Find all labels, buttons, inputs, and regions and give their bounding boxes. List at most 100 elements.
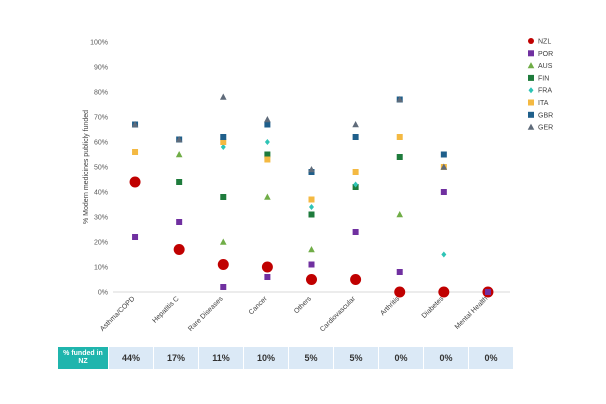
legend-item-nzl: NZL [528,38,551,46]
data-point [352,229,359,235]
data-point [394,286,406,298]
x-tick-label: Arthritis [379,295,401,317]
legend-item-gbr: GBR [528,111,553,119]
legend-marker [528,38,534,44]
data-point [484,289,491,295]
x-tick-label: Mental Health [454,295,490,331]
data-point [131,121,139,128]
funded-cell: 10% [243,347,288,369]
data-point [217,259,229,270]
y-tick-label: 50% [94,165,108,172]
funded-cell: 5% [288,347,333,369]
y-tick-label: 70% [94,115,108,122]
data-point [352,169,359,175]
legend-marker [528,87,534,94]
y-tick-label: 30% [94,215,108,222]
data-point [308,196,315,203]
series-nzl [129,176,494,298]
data-point [352,121,359,128]
y-axis: 0% 10% 20% 30% 40% 50% 60% 70% 80% 90% 100% [90,40,108,297]
funded-cell: 11% [198,347,243,369]
legend-label: FIN [538,75,549,82]
legend-marker [528,50,534,57]
y-axis-title: % Modern medicines publicly funded [83,110,90,224]
data-point [219,93,227,100]
x-tick-label: Cardiovascular [319,295,357,333]
legend-item-fin: FIN [528,74,549,82]
data-point [264,274,271,280]
legend-label: POR [538,51,553,58]
y-tick-label: 10% [94,265,108,272]
x-tick-label: Rare Diseases [187,295,225,333]
data-point [396,211,404,218]
data-point [306,274,317,285]
x-tick-label: Diabetes [421,295,446,320]
legend-label: ITA [538,100,549,107]
funded-cell: 0% [378,347,423,369]
series-por [132,189,491,295]
y-tick-label: 0% [98,290,108,297]
data-point [309,204,314,210]
legend: NZL POR AUS FIN FRA ITA GBR GER [527,38,553,132]
data-point [396,96,404,103]
data-point [308,246,315,253]
funded-table-header: % funded in NZ [58,347,108,369]
data-point [440,163,448,170]
data-point [132,149,139,155]
funded-in-nz-table: % funded in NZ 44% 17% 11% 10% 5% 5% 0% 0% 0% [58,347,513,369]
legend-label: NZL [538,39,551,46]
funded-table-cells: 44% 17% 11% 10% 5% 5% 0% 0% 0% [108,347,513,369]
funded-cell: 44% [108,347,153,369]
data-point [264,193,271,200]
legend-label: AUS [538,63,553,70]
data-point [173,244,185,255]
x-tick-label: Cancer [248,295,269,316]
data-point [264,156,271,163]
data-point [264,139,270,145]
x-tick-label: Others [293,295,313,315]
data-point [396,269,403,275]
legend-marker [528,74,534,81]
data-point [441,251,447,258]
legend-marker [528,99,534,106]
funded-cell: 17% [153,347,198,369]
data-point [129,176,141,188]
data-point [308,166,315,173]
legend-item-por: POR [528,50,553,58]
x-tick-label: Asthma/COPD [99,295,136,332]
y-tick-label: 100% [90,40,108,47]
data-point [396,134,403,140]
data-point [438,286,450,298]
legend-item-aus: AUS [527,62,553,70]
legend-item-ger: GER [527,123,553,132]
y-tick-label: 40% [94,190,108,197]
series-ger [131,93,448,173]
legend-marker [527,62,535,69]
y-tick-label: 60% [94,140,108,147]
data-point [396,154,403,160]
data-point [175,151,183,158]
data-point [220,139,227,145]
y-tick-label: 80% [94,90,108,97]
data-point [220,144,226,150]
data-point [261,261,273,273]
series-ita [132,134,447,203]
series-fra [220,139,447,258]
data-point [220,284,227,290]
series-aus [175,151,404,253]
funded-cell: 0% [468,347,513,369]
legend-item-fra: FRA [528,87,552,95]
data-point [440,151,447,158]
data-point [132,234,139,240]
data-point [220,194,227,200]
data-point [308,261,315,268]
legend-item-ita: ITA [528,99,549,107]
legend-marker [528,111,534,118]
data-point [176,179,183,185]
legend-marker [527,123,535,130]
data-point [352,134,359,140]
data-point [175,136,183,143]
funded-cell: 5% [333,347,378,369]
data-point [308,211,315,218]
x-tick-label: Hepatitis C [151,295,180,324]
